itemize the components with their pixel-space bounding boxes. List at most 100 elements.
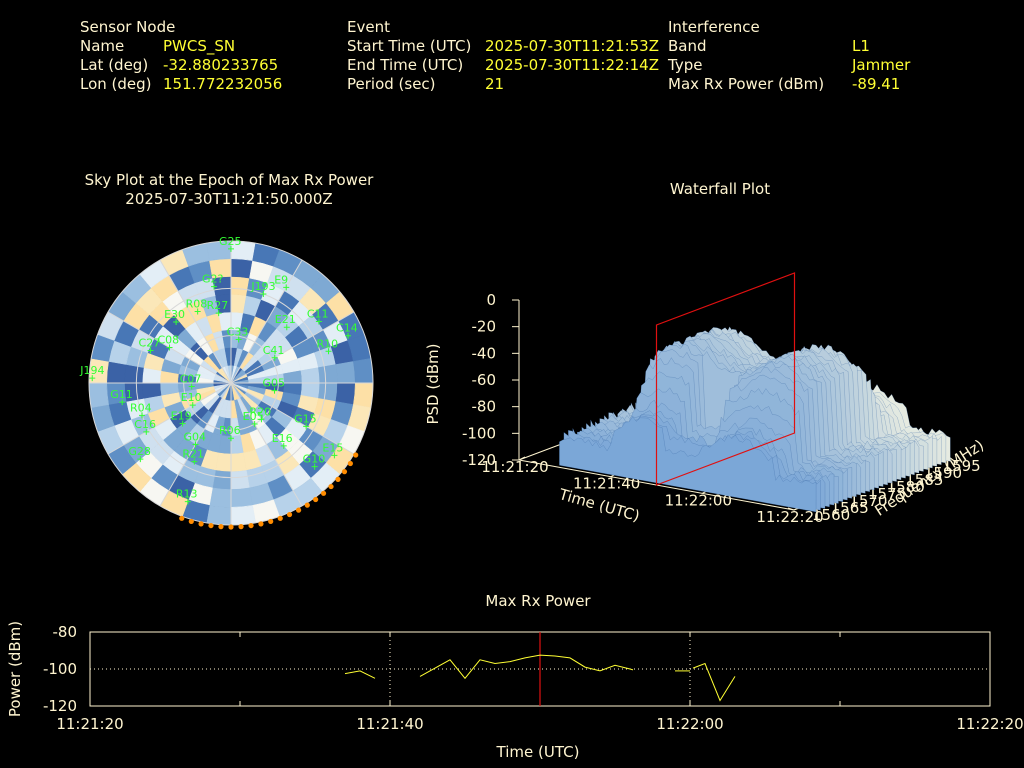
satellite-label: E21 [275,313,296,326]
end-time-value: 2025-07-30T11:22:14Z [485,56,659,74]
satellite-label: R06 [219,424,241,437]
satellite-label: E19 [171,410,192,423]
lat-value: -32.880233765 [163,56,279,74]
satellite-marker: G2? [202,273,224,290]
satellite-marker: E15 [322,441,343,459]
sky-sector [230,470,250,490]
satellite-cross [143,428,150,435]
type-value: Jammer [852,56,911,74]
satellite-label: E9 [274,273,288,286]
satellite-cross [260,291,267,298]
track-point [238,524,244,530]
satellite-cross [228,435,234,442]
y-tick-label: -100 [43,660,77,678]
satellite-cross [215,310,222,317]
band-label: Band [668,37,707,55]
sky-sector [230,258,253,279]
satellite-label: G28 [128,445,151,458]
satellite-marker: R20 [249,405,271,423]
satellite-cross [303,423,310,430]
x-tick-label: 11:22:00 [656,715,723,733]
satellite-marker: R27 [207,299,228,317]
satellite-marker: R10 [317,337,338,355]
satellite-label: G2? [202,273,224,286]
satellite-cross [192,441,199,448]
satellite-cross [271,354,278,361]
satellite-cross [173,319,180,326]
sky-plot-title: Sky Plot at the Epoch of Max Rx Power [84,171,374,189]
satellite-marker: G05 [263,377,286,394]
satellite-cross [147,347,154,354]
max-rx-power-label: Max Rx Power (dBm) [668,75,825,93]
time-tick-label: 11:21:20 [481,458,548,476]
track-point [188,518,194,525]
satellite-label: C16 [134,418,156,431]
satellite-cross [188,383,195,390]
frequency-tick-label: 1590 [924,464,962,482]
satellite-marker: R06 [219,424,241,442]
satellite-marker: C08 [158,334,179,351]
satellite-label: G11 [110,388,133,401]
track-point [208,522,214,529]
name-label: Name [80,37,125,55]
sky-sector [335,361,356,384]
satellite-marker: R08 [186,298,208,315]
sky-sector [106,361,127,384]
power-series-segment [344,670,376,679]
satellite-label: C07 [180,372,202,385]
start-time-value: 2025-07-30T11:21:53Z [485,37,659,55]
track-point [286,511,293,518]
time-tick [518,456,526,461]
satellite-label: R08 [186,298,208,311]
satellite-marker: E30 [164,308,185,326]
sky-spoke [230,382,355,455]
satellite-cross [235,336,242,343]
satellite-cross [184,498,191,505]
track-point [335,476,341,482]
y-tick-label: -120 [43,697,77,715]
satellite-cross [89,375,96,382]
lon-label: Lon (deg) [80,75,152,93]
sky-sector [353,358,374,384]
satellite-cross [271,387,278,394]
lon-value: 151.772232056 [163,75,283,93]
satellite-label: E10 [181,391,202,404]
name-value: PWCS_SN [163,37,236,55]
satellite-marker: E16 [272,432,293,449]
waterfall-slice [559,416,817,513]
satellite-cross [283,284,290,291]
satellite-label: R04 [130,401,152,414]
satellite-marker: G28 [128,445,151,463]
sky-spoke [230,382,303,507]
satellite-label: G04 [184,430,207,443]
satellite-cross [315,318,322,325]
psd-tick-label: -100 [462,424,496,442]
period-value: 21 [485,75,505,93]
x-tick-label: 11:22:20 [956,715,1023,733]
satellite-label: E15 [322,441,343,454]
frequency-tick-label: 1595 [943,457,981,475]
sky-sector [318,364,338,384]
track-point [313,496,319,503]
satellite-label: C33 [227,325,249,338]
satellite-marker: J194 [79,364,104,382]
power-series-segment [419,654,634,680]
satellite-marker: R04 [130,401,152,419]
track-point [296,507,302,513]
x-tick-label: 11:21:40 [356,715,423,733]
track-point [179,515,185,521]
sky-sector [353,382,374,408]
frequency-tick-label: 1560 [812,506,850,524]
psd-tick-label: -80 [472,398,497,416]
satellite-label: E16 [272,432,293,445]
track-point [268,518,274,525]
psd-tick-label: -20 [472,318,497,336]
satellite-label: G05 [263,377,286,390]
track-point [198,521,204,527]
track-point [320,490,327,496]
sky-spoke [230,311,355,384]
satellite-marker: C07 [180,372,202,390]
satellite-cross [228,245,234,252]
start-time-label: Start Time (UTC) [347,37,472,55]
